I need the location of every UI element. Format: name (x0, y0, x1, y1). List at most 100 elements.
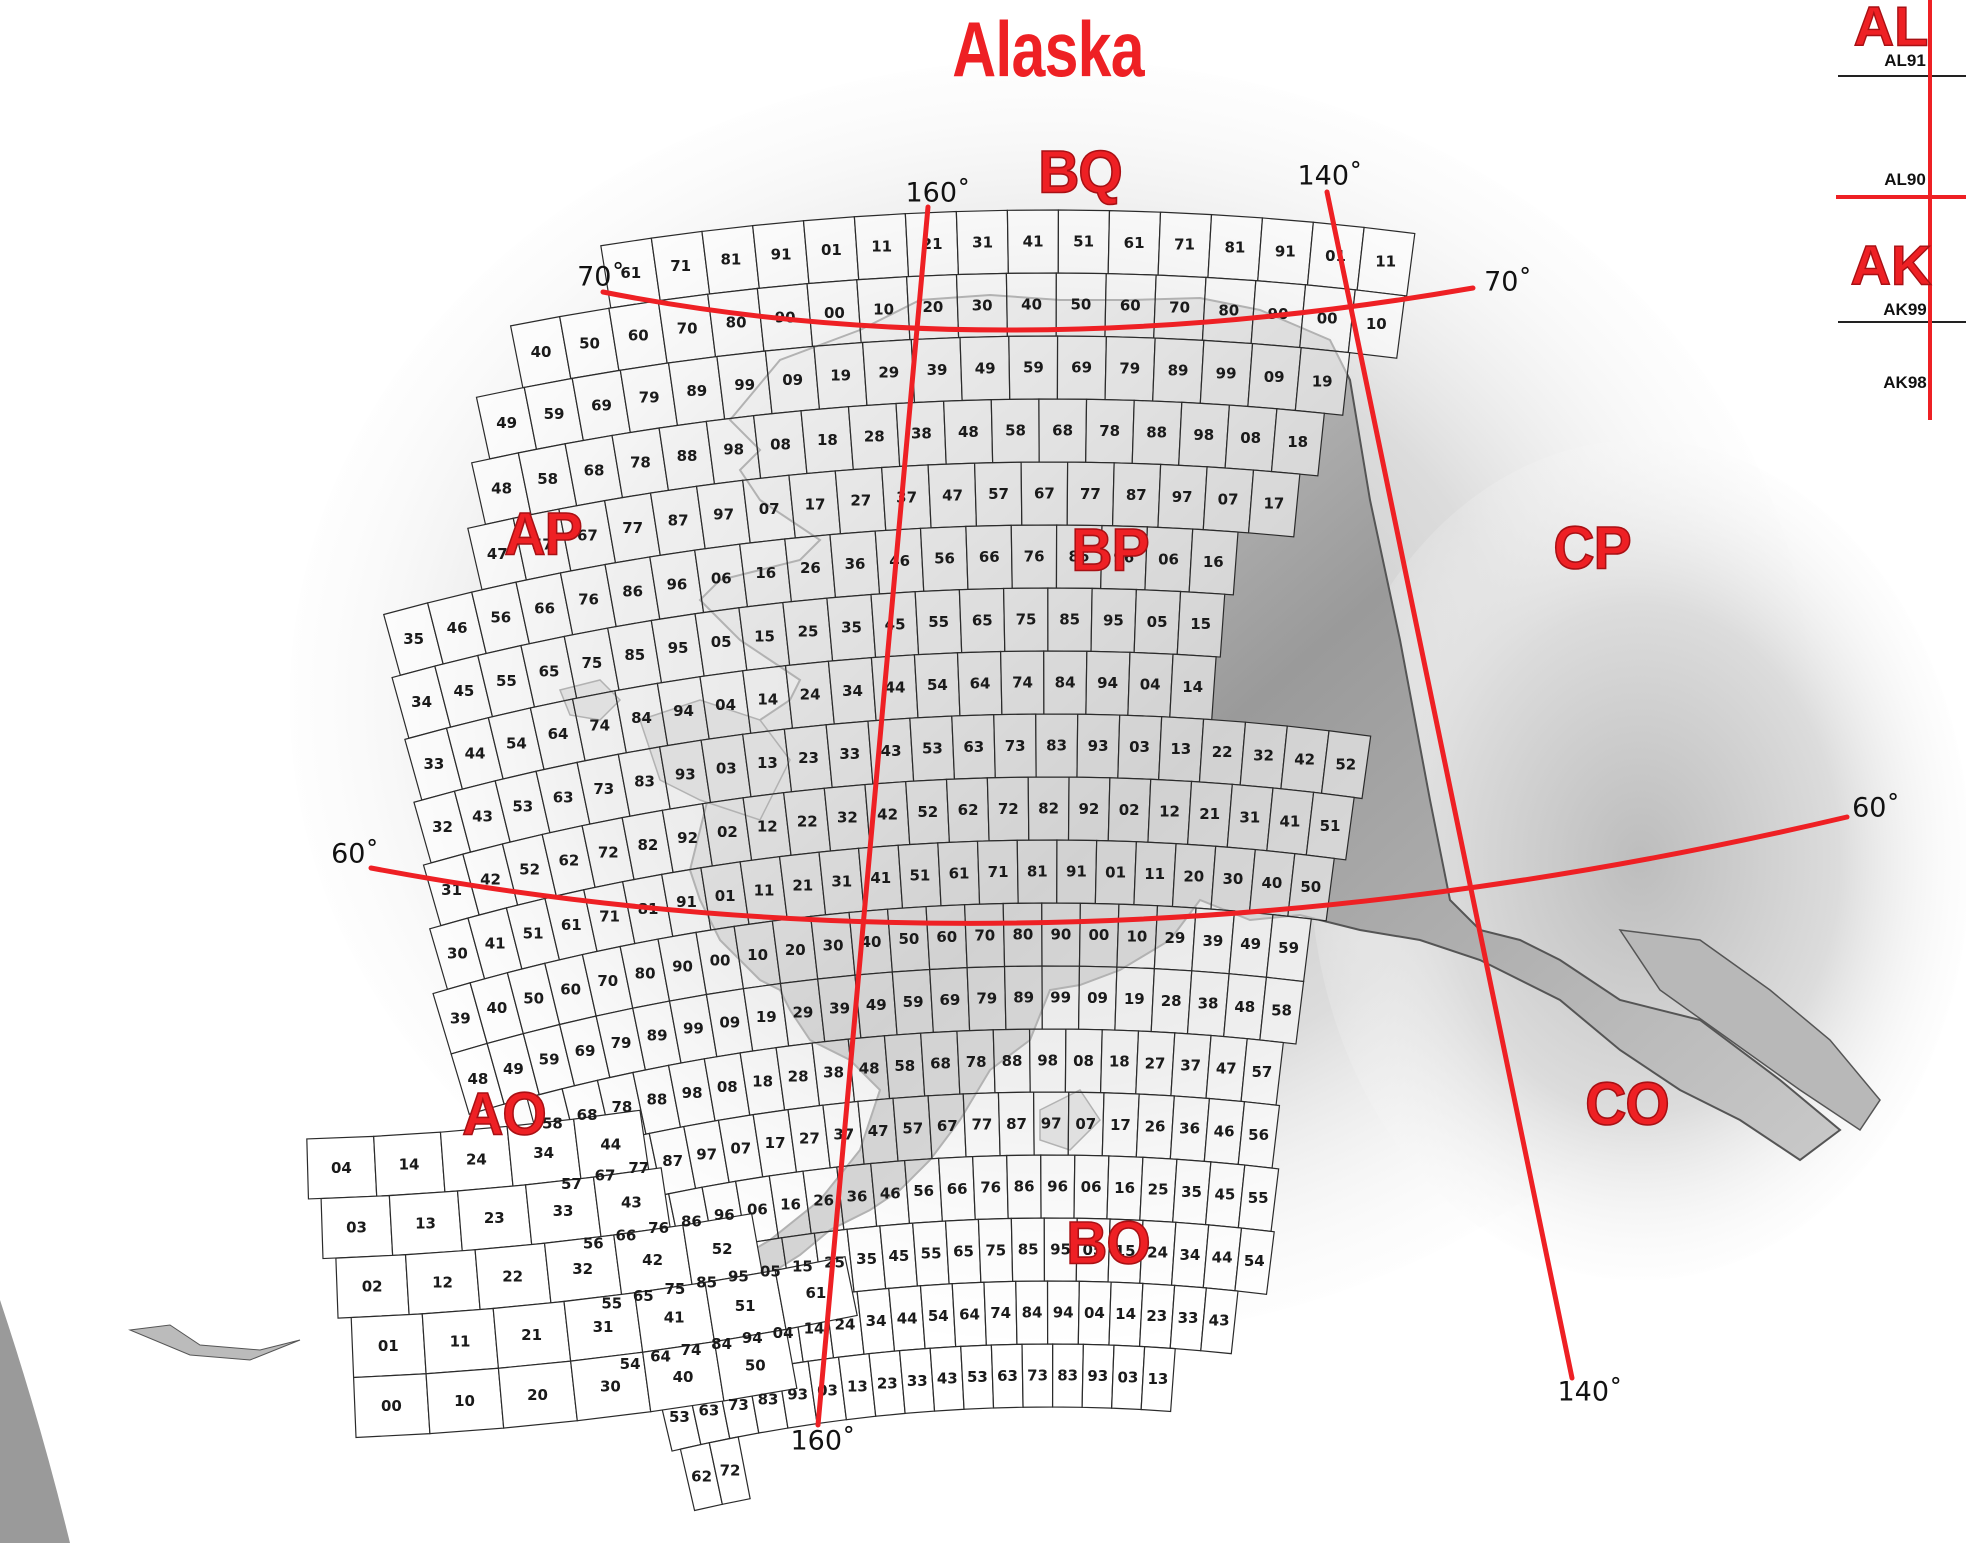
grid-cell-label: 74 (1012, 674, 1033, 692)
grid-cell-label: 91 (676, 893, 697, 911)
grid-cell-label: 00 (1317, 310, 1338, 328)
grid-cell-label: 75 (985, 1241, 1006, 1259)
aleutian-islands (128, 1324, 301, 1361)
grid-cell-label: 48 (1234, 998, 1255, 1016)
grid-cell-label: 84 (631, 709, 652, 727)
grid-cell-label: 74 (589, 717, 610, 735)
grid-cell-label: 76 (980, 1178, 1001, 1196)
grid-cell-label: 67 (1034, 485, 1055, 503)
aleutian-cell-label: 61 (805, 1284, 826, 1302)
grid-cell-label: 57 (561, 1175, 582, 1193)
grid-cell-label: 27 (1145, 1054, 1166, 1072)
grid-cell-label: 97 (713, 505, 734, 523)
grid-cell-label: 16 (1114, 1179, 1135, 1197)
grid-cell-label: 69 (591, 396, 612, 414)
grid-cell-label: 84 (1022, 1304, 1043, 1322)
grid-cell-label: 18 (1109, 1053, 1130, 1071)
grid-cell-label: 56 (934, 550, 955, 568)
grid-cell-label: 79 (639, 389, 660, 407)
grid-cell-label: 57 (532, 535, 553, 553)
grid-cell-label: 43 (881, 742, 902, 760)
grid-cell-label: 81 (720, 251, 741, 269)
aleutian-cell-label: 51 (735, 1297, 756, 1315)
grid-cell-label: 10 (747, 946, 768, 964)
grid-cell-label: 13 (1147, 1370, 1168, 1388)
grid-cell-label: 97 (696, 1145, 717, 1163)
grid-cell-label: 93 (787, 1386, 808, 1404)
grid-cell-label: 78 (630, 454, 651, 472)
grid-cell-label: 64 (959, 1305, 980, 1323)
grid-cell-label: 24 (835, 1316, 856, 1334)
grid-cell-label: 66 (534, 599, 555, 617)
grid-cell-label: 70 (597, 972, 618, 990)
grid-cell-label: 03 (1129, 738, 1150, 756)
grid-cell-label: 33 (907, 1372, 928, 1390)
grid-cell-label: 74 (681, 1341, 702, 1359)
grid-cell-label: 73 (1027, 1367, 1048, 1385)
grid-cell-label: 57 (1251, 1063, 1272, 1081)
grid-cell-label: 90 (1050, 926, 1071, 944)
grid-cell-label: 38 (823, 1063, 844, 1081)
grid-cell-label: 25 (798, 623, 819, 641)
grid-cell-label: 71 (599, 908, 620, 926)
grid-cell-label: 82 (637, 836, 658, 854)
grid-cell-label: 35 (403, 630, 424, 648)
grid-cell-label: 92 (677, 829, 698, 847)
grid-cell (1270, 408, 1325, 477)
grid-cell-label: 80 (635, 965, 656, 983)
grid-cell-label: 68 (584, 462, 605, 480)
grid-cell-label: 12 (1159, 803, 1180, 821)
grid-cell-label: 00 (824, 304, 845, 322)
degree-label-70-left: 70˚ (577, 261, 625, 293)
grid-cell-label: 07 (759, 500, 780, 518)
grid-cell-label: 35 (841, 619, 862, 637)
grid-cell-label: 45 (1214, 1186, 1235, 1204)
grid-cell-label: 80 (726, 314, 747, 332)
graticule-lines (368, 189, 1850, 1428)
grid-cell-label: 91 (1275, 242, 1296, 260)
grid-cell-label: 29 (792, 1003, 813, 1021)
grid-cell-label: 65 (633, 1287, 654, 1305)
grid-cell-label: 21 (792, 877, 813, 895)
grid-cell-label: 83 (1057, 1367, 1078, 1385)
grid-cell-label: 87 (1126, 486, 1147, 504)
grid-cell-label: 72 (998, 800, 1019, 818)
grid-cell-label: 27 (850, 492, 871, 510)
grid-cell-label: 61 (620, 264, 641, 282)
grid-cell-label: 98 (682, 1084, 703, 1102)
grid-cell-label: 44 (897, 1309, 918, 1327)
grid-cell (1259, 976, 1305, 1045)
grid-cell-label: 98 (1037, 1052, 1058, 1070)
grid-cell-label: 58 (542, 1115, 563, 1133)
grid-cell-label: 85 (1059, 611, 1080, 629)
grid-cell-label: 40 (486, 999, 507, 1017)
grid-cell-label: 67 (595, 1167, 616, 1185)
zone-label-co: CO (1584, 1070, 1670, 1139)
grid-cell-label: 97 (1172, 488, 1193, 506)
grid-cell-label: 59 (1278, 939, 1299, 957)
grid-cell-label: 68 (577, 1106, 598, 1124)
grid-cell-label: 81 (1224, 239, 1245, 257)
grid-cell-label: 62 (691, 1468, 712, 1486)
grid-cell-label: 52 (917, 803, 938, 821)
grid-cell-label: 65 (972, 611, 993, 629)
grid-cell-label: 90 (672, 958, 693, 976)
aleutian-cell-label: 13 (415, 1215, 436, 1233)
grid-cell-label: 67 (937, 1117, 958, 1135)
grid-cell-label: 93 (1088, 737, 1109, 755)
grid-cell-label: 06 (1158, 550, 1179, 568)
grid-cell-label: 63 (698, 1402, 719, 1420)
aleutian-cell-label: 01 (378, 1337, 399, 1355)
grid-cell-label: 58 (537, 470, 558, 488)
aleutian-cell-label: 12 (432, 1273, 453, 1291)
grid-cell-label: 87 (1006, 1115, 1027, 1133)
grid-cell-label: 71 (988, 863, 1009, 881)
aleutian-cell-label: 11 (450, 1332, 471, 1350)
grid-cell-label: 53 (967, 1368, 988, 1386)
grid-cell (708, 1436, 751, 1506)
grid-cell-label: 86 (1068, 548, 1089, 566)
grid-cell-label: 53 (669, 1408, 690, 1426)
grid-cell-label: 83 (758, 1390, 779, 1408)
grid-cell-label: 33 (839, 745, 860, 763)
grid-cell-label: 01 (821, 241, 842, 259)
